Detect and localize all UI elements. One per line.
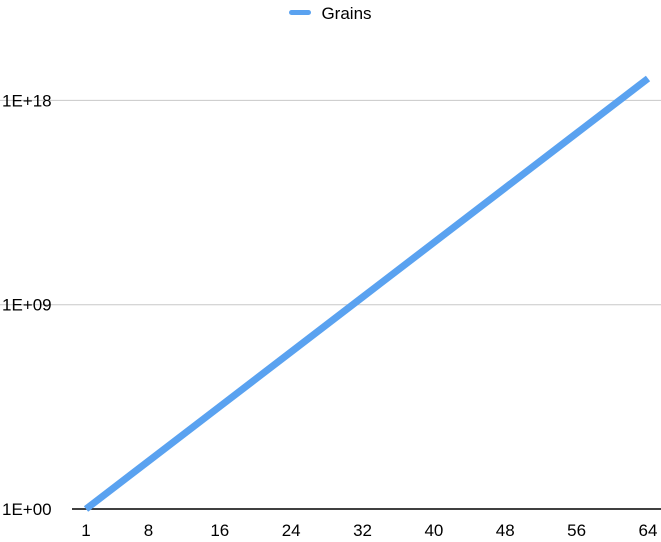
x-axis-ticks: 1 8 16 24 32 40 48 56 64 bbox=[81, 521, 657, 540]
legend-swatch-grains bbox=[289, 10, 312, 16]
x-tick-label: 1 bbox=[81, 521, 90, 540]
data-series bbox=[83, 75, 651, 512]
x-tick-label: 8 bbox=[144, 521, 153, 540]
series-line-grains bbox=[83, 75, 651, 512]
y-tick-label: 1E+18 bbox=[2, 91, 52, 110]
y-tick-label: 1E+00 bbox=[2, 500, 52, 519]
x-tick-label: 48 bbox=[496, 521, 515, 540]
x-tick-label: 32 bbox=[353, 521, 372, 540]
x-tick-label: 56 bbox=[567, 521, 586, 540]
x-tick-label: 24 bbox=[282, 521, 301, 540]
x-tick-label: 16 bbox=[210, 521, 229, 540]
y-axis-ticks: 1E+00 1E+09 1E+18 bbox=[2, 91, 52, 519]
x-tick-label: 64 bbox=[639, 521, 658, 540]
gridlines bbox=[0, 99, 661, 306]
chart-legend: Grains bbox=[0, 4, 661, 24]
legend-label-grains: Grains bbox=[321, 4, 372, 23]
y-tick-label: 1E+09 bbox=[2, 296, 52, 315]
x-tick-label: 40 bbox=[424, 521, 443, 540]
